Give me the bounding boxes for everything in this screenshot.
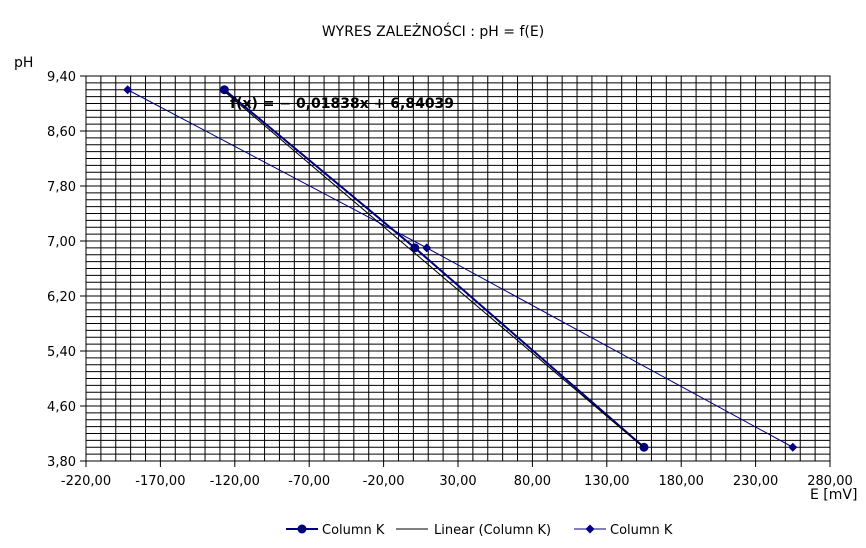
series: [123, 85, 798, 452]
data-point-diamond: [788, 442, 798, 452]
legend-label: Column K: [610, 523, 673, 538]
x-tick-label: 130,00: [584, 474, 630, 489]
data-point-diamond: [123, 85, 133, 95]
trendline-linear-column-k: [224, 91, 645, 449]
x-tick-label: -120,00: [210, 474, 260, 489]
legend: Column K Linear (Column K) Column K: [286, 523, 673, 538]
x-tick-label: -20,00: [363, 474, 405, 489]
chart-title: WYRES ZALEŻNOŚCI : pH = f(E): [322, 22, 544, 40]
data-point-circle: [219, 85, 229, 95]
x-axis-ticks: -220,00 -170,00 -120,00 -70,00 -20,00 30,00 80…: [61, 461, 853, 489]
grid: [85, 75, 831, 462]
x-tick-label: 280,00: [807, 474, 853, 489]
y-tick-label: 8,60: [47, 125, 76, 140]
y-tick-label: 3,80: [47, 455, 76, 470]
y-tick-label: 5,40: [47, 345, 76, 360]
legend-label: Column K: [322, 523, 385, 538]
x-tick-label: 230,00: [733, 474, 779, 489]
x-axis-label: E [mV]: [810, 487, 857, 503]
data-point-diamond: [422, 243, 432, 253]
legend-swatch-circle: [297, 524, 307, 534]
y-tick-label: 4,60: [47, 400, 76, 415]
y-axis-ticks: 9,40 8,60 7,80 7,00 6,20 5,40 4,60 3,80: [47, 70, 86, 470]
x-tick-label: -170,00: [135, 474, 185, 489]
legend-swatch-diamond: [585, 524, 595, 534]
x-tick-label: 30,00: [439, 474, 476, 489]
y-axis-label: pH: [14, 55, 33, 71]
y-tick-label: 6,20: [47, 290, 76, 305]
x-tick-label: -70,00: [288, 474, 330, 489]
y-tick-label: 9,40: [47, 70, 76, 85]
trendline-equation: f(x) = − 0,01838x + 6,84039: [230, 96, 454, 112]
legend-label: Linear (Column K): [434, 523, 551, 538]
x-tick-label: -220,00: [61, 474, 111, 489]
y-tick-label: 7,00: [47, 235, 76, 250]
x-tick-label: 180,00: [658, 474, 704, 489]
data-point-circle: [410, 243, 420, 253]
x-tick-label: 80,00: [514, 474, 551, 489]
y-tick-label: 7,80: [47, 180, 76, 195]
